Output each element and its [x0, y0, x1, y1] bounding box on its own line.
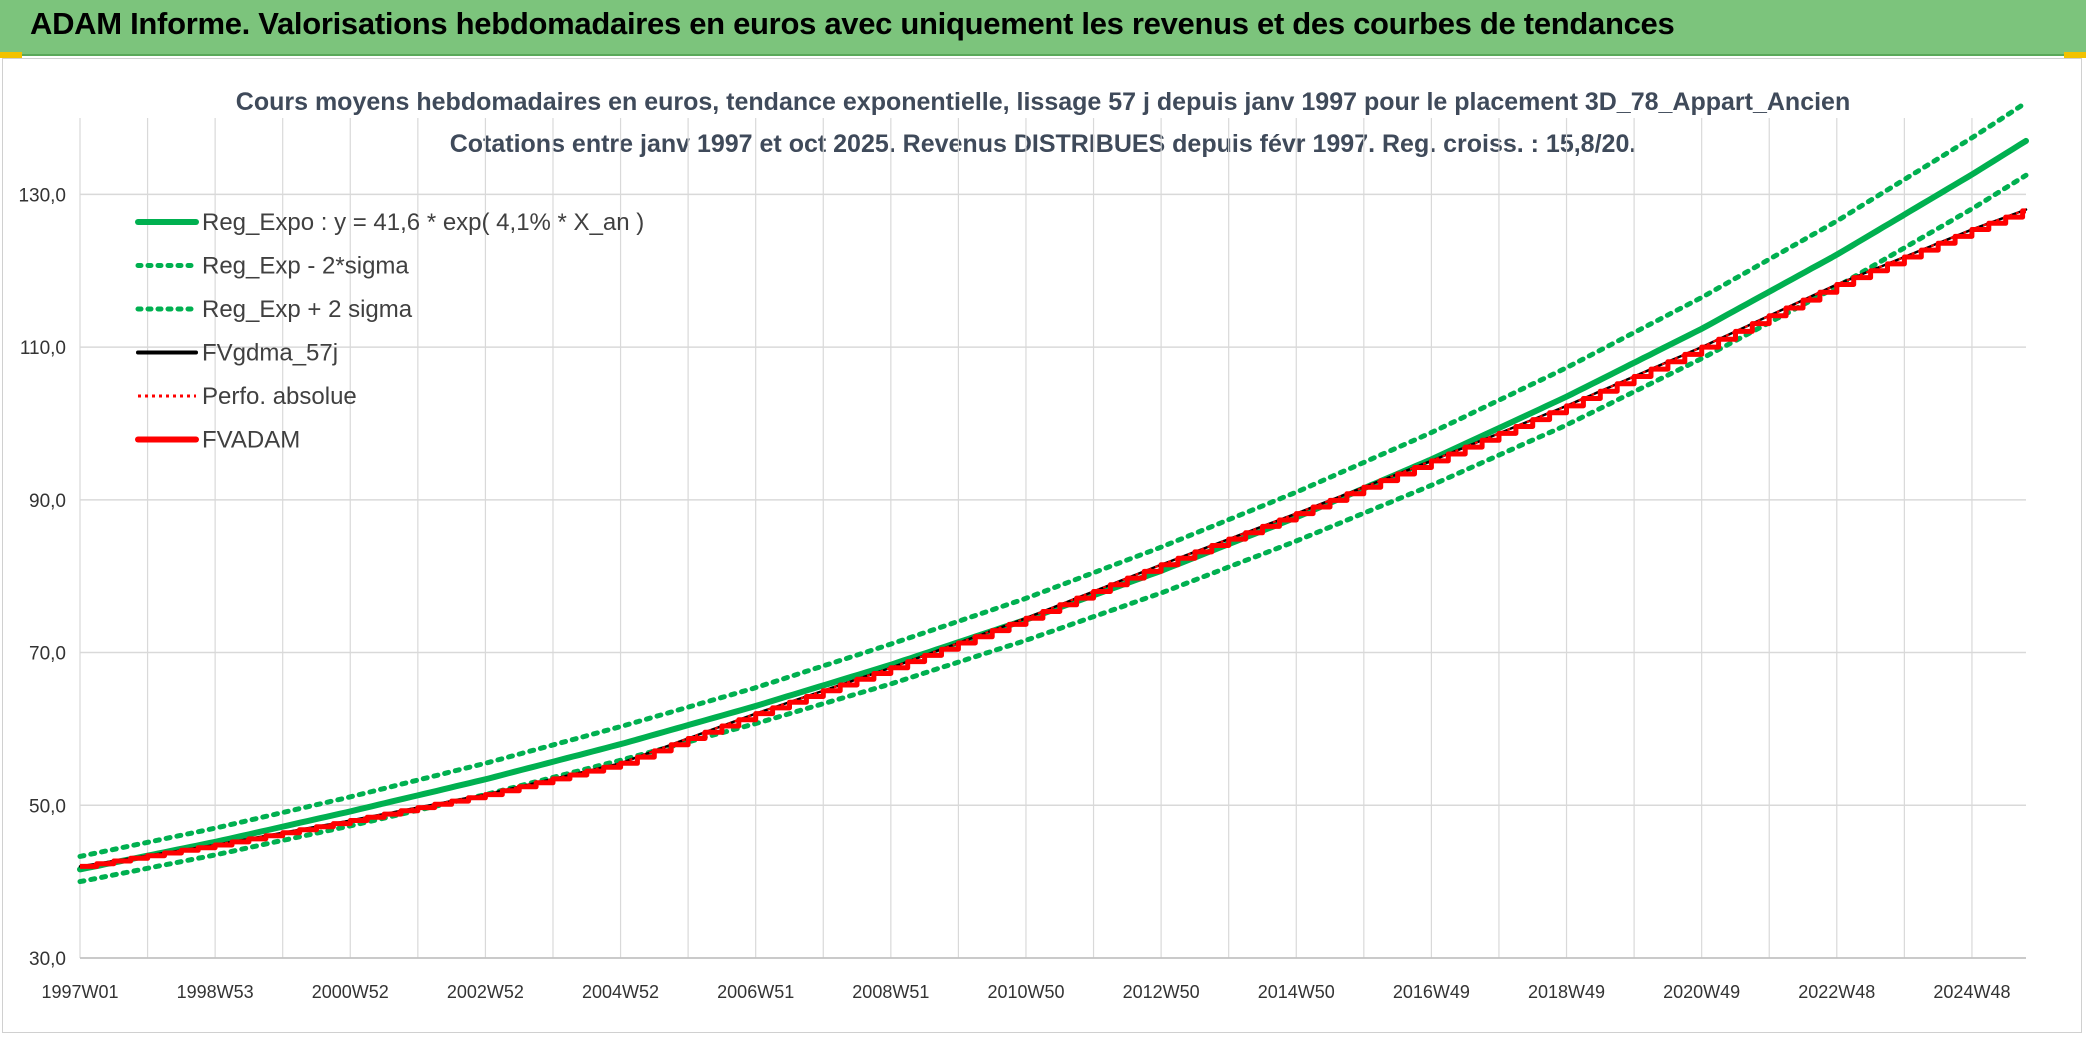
x-tick-label: 2002W52: [447, 982, 524, 1002]
legend: Reg_Expo : y = 41,6 * exp( 4,1% * X_an )…: [135, 209, 644, 454]
x-tick-label: 2008W51: [852, 982, 929, 1002]
x-tick-label: 2012W50: [1123, 982, 1200, 1002]
series-fvadam: [80, 208, 2026, 869]
corner-mark-left: [0, 52, 22, 58]
x-tick-label: 2014W50: [1258, 982, 1335, 1002]
y-tick-label: 110,0: [20, 338, 66, 359]
y-tick-label: 50,0: [29, 796, 66, 817]
series-reg-plus-2sigma: [77, 100, 2029, 859]
series-perfo-absolue: [79, 208, 2027, 868]
x-tick-label: 1997W01: [41, 982, 118, 1002]
x-tick-label: 1998W53: [177, 982, 254, 1002]
axes: 30,0 50,0 70,0 90,0 110,0 130,0 1997W01 1998W53…: [18, 185, 2026, 1002]
report-title: ADAM Informe. Valorisations hebdomadaire…: [30, 6, 1675, 41]
grid: [79, 118, 2026, 959]
x-tick-label: 2004W52: [582, 982, 659, 1002]
corner-mark-right: [2064, 52, 2086, 58]
series-reg-minus-2sigma: [77, 172, 2029, 885]
x-tick-label: 2018W49: [1528, 982, 1605, 1002]
legend-label: Perfo. absolue: [202, 383, 357, 410]
y-tick-label: 70,0: [29, 644, 66, 665]
x-tick-label: 2020W49: [1663, 982, 1740, 1002]
legend-label: Reg_Expo : y = 41,6 * exp( 4,1% * X_an ): [202, 209, 644, 236]
x-tick-label: 2010W50: [987, 982, 1064, 1002]
chart-frame: [2, 58, 2082, 1033]
x-tick-label: 2022W48: [1798, 982, 1875, 1002]
chart-subtitle: Cotations entre janv 1997 et oct 2025. R…: [449, 130, 1637, 158]
y-tick-label: 90,0: [29, 491, 66, 512]
x-tick-label: 2006W51: [717, 982, 794, 1002]
x-tick-label: 2016W49: [1393, 982, 1470, 1002]
series-reg-expo: [77, 137, 2029, 873]
y-tick-label: 30,0: [29, 949, 66, 970]
x-tick-label: 2024W48: [1933, 982, 2010, 1002]
series-layer: [77, 100, 2029, 885]
x-tick-label: 2000W52: [312, 982, 389, 1002]
legend-label: Reg_Exp + 2 sigma: [202, 296, 413, 323]
legend-label: FVgdma_57j: [202, 340, 338, 367]
legend-label: Reg_Exp - 2*sigma: [202, 253, 409, 280]
report-banner: ADAM Informe. Valorisations hebdomadaire…: [0, 0, 2086, 56]
legend-label: FVADAM: [202, 427, 300, 454]
y-tick-label: 130,0: [18, 185, 66, 206]
chart-title: Cours moyens hebdomadaires en euros, ten…: [235, 88, 1851, 116]
